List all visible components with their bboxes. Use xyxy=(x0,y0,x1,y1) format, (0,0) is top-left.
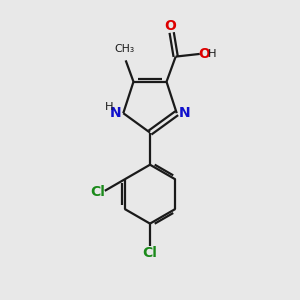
Text: Cl: Cl xyxy=(142,246,158,260)
Text: N: N xyxy=(178,106,190,120)
Text: O: O xyxy=(198,47,210,61)
Text: O: O xyxy=(164,19,176,33)
Text: CH₃: CH₃ xyxy=(114,44,134,54)
Text: H: H xyxy=(208,49,216,59)
Text: H: H xyxy=(105,102,114,112)
Text: Cl: Cl xyxy=(90,185,105,199)
Text: N: N xyxy=(110,106,122,120)
